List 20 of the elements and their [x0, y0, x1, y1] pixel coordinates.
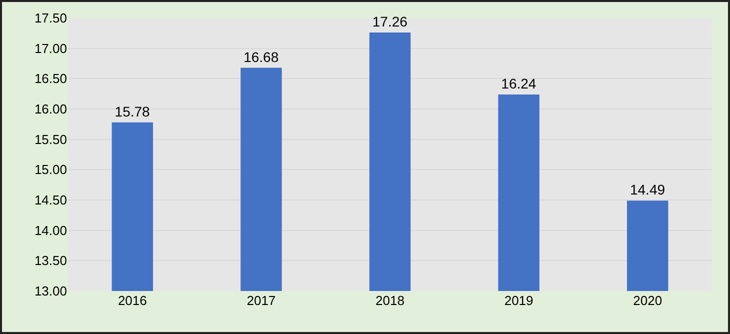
x-tick-label: 2019: [504, 293, 534, 308]
data-label: 17.26: [372, 14, 408, 30]
x-tick-label: 2018: [376, 293, 404, 308]
y-tick-label: 17.50: [34, 10, 67, 26]
y-tick-label: 15.00: [34, 162, 67, 178]
y-tick-label: 13.00: [34, 284, 67, 299]
data-label: 16.68: [244, 48, 279, 65]
y-tick-label: 16.00: [34, 102, 67, 117]
y-tick-label: 14.00: [34, 222, 67, 238]
x-tick-label: 2017: [246, 293, 276, 308]
x-tick-label: 2016: [118, 293, 147, 308]
data-label: 14.49: [630, 182, 666, 198]
x-tick-label: 2020: [633, 293, 662, 308]
y-tick-label: 13.50: [34, 253, 67, 268]
y-tick-label: 16.50: [34, 71, 67, 86]
y-tick-label: 17.00: [34, 40, 67, 56]
y-tick-label: 15.50: [34, 132, 67, 147]
y-tick-label: 14.50: [34, 192, 67, 208]
data-label: 16.24: [501, 75, 536, 92]
data-label: 15.78: [114, 103, 150, 120]
